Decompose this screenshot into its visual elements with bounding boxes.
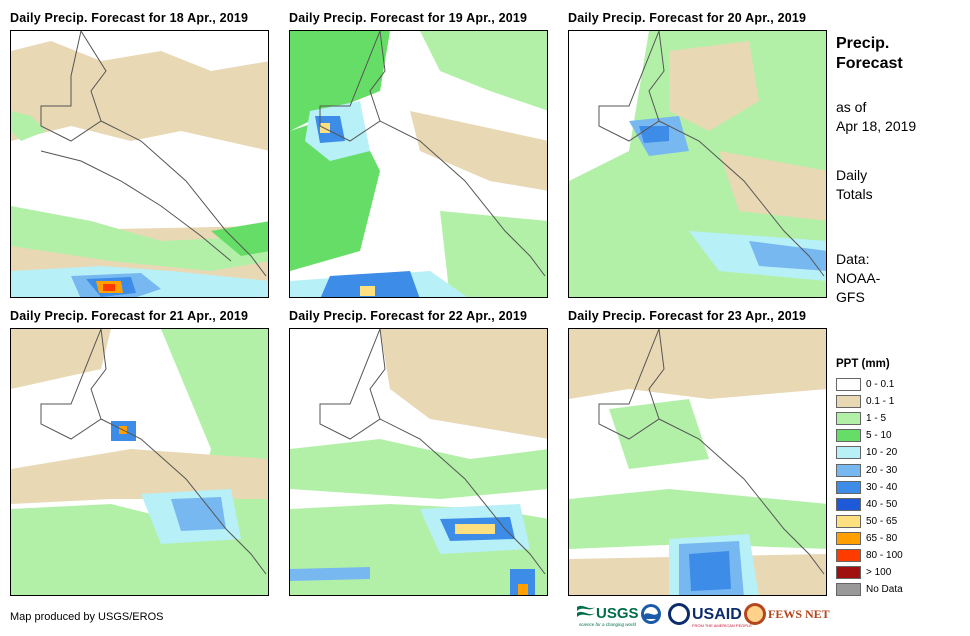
legend-row: 65 - 80	[836, 530, 903, 547]
panel-title-22-apr: Daily Precip. Forecast for 22 Apr., 2019	[289, 309, 527, 323]
legend-swatch	[836, 464, 861, 477]
legend-row: 80 - 100	[836, 547, 903, 564]
panel-title-21-apr: Daily Precip. Forecast for 21 Apr., 2019	[10, 309, 248, 323]
usgs-logo: USGS science for a changing world	[577, 605, 639, 627]
usaid-logo: USAID FROM THE AMERICAN PEOPLE	[668, 603, 752, 628]
legend-swatch	[836, 515, 861, 528]
side-title: Precip. Forecast	[836, 34, 903, 74]
precip-map-21-apr	[11, 329, 269, 596]
panel-title-23-apr: Daily Precip. Forecast for 23 Apr., 2019	[568, 309, 806, 323]
usaid-text: USAID	[692, 606, 742, 623]
precip-map-23-apr	[569, 329, 827, 596]
legend-label: 10 - 20	[866, 447, 897, 458]
side-title-line1: Precip.	[836, 34, 903, 54]
precip-map-19-apr	[290, 31, 548, 298]
legend-row: 10 - 20	[836, 444, 903, 461]
legend-row: 0.1 - 1	[836, 393, 903, 410]
map-19-apr	[289, 30, 548, 298]
legend-row: > 100	[836, 564, 903, 581]
daily-line2: Totals	[836, 185, 873, 204]
data-line1: Data:	[836, 250, 880, 269]
legend-swatch	[836, 498, 861, 511]
legend-label: 30 - 40	[866, 482, 897, 493]
map-22-apr	[289, 328, 548, 596]
legend-swatch	[836, 532, 861, 545]
legend-label: 20 - 30	[866, 465, 897, 476]
panel-title-18-apr: Daily Precip. Forecast for 18 Apr., 2019	[10, 11, 248, 25]
legend-swatch	[836, 446, 861, 459]
fews-net-logo: FEWS NET	[744, 603, 830, 625]
legend-row: 20 - 30	[836, 461, 903, 478]
fews-net-text: FEWS NET	[768, 607, 830, 621]
logos-svg: USGS science for a changing world USAID …	[575, 601, 830, 631]
map-credit: Map produced by USGS/EROS	[10, 611, 163, 623]
legend-row: 50 - 65	[836, 513, 903, 530]
usgs-tagline: science for a changing world	[579, 622, 637, 627]
legend-label: 5 - 10	[866, 430, 892, 441]
legend-label: No Data	[866, 584, 903, 595]
legend-swatch	[836, 429, 861, 442]
precip-map-20-apr	[569, 31, 827, 298]
side-title-line2: Forecast	[836, 54, 903, 74]
legend-swatch	[836, 566, 861, 579]
legend-label: 50 - 65	[866, 516, 897, 527]
agency-logos: USGS science for a changing world USAID …	[575, 601, 830, 631]
legend-swatch	[836, 412, 861, 425]
panel-title-19-apr: Daily Precip. Forecast for 19 Apr., 2019	[289, 11, 527, 25]
as-of-line1: as of	[836, 98, 916, 117]
map-23-apr	[568, 328, 827, 596]
legend-label: 65 - 80	[866, 533, 897, 544]
precip-map-22-apr	[290, 329, 548, 596]
legend-label: 1 - 5	[866, 413, 886, 424]
legend-swatch	[836, 583, 861, 596]
legend-row: 5 - 10	[836, 427, 903, 444]
daily-line1: Daily	[836, 166, 873, 185]
legend-label: 0 - 0.1	[866, 379, 894, 390]
as-of-line2: Apr 18, 2019	[836, 117, 916, 136]
map-20-apr	[568, 30, 827, 298]
data-line3: GFS	[836, 288, 880, 307]
legend-row: No Data	[836, 581, 903, 598]
legend-row: 40 - 50	[836, 496, 903, 513]
legend-swatch	[836, 481, 861, 494]
legend-row: 30 - 40	[836, 479, 903, 496]
noaa-logo	[641, 604, 661, 624]
legend-label: 0.1 - 1	[866, 396, 894, 407]
legend-swatch	[836, 549, 861, 562]
legend-label: > 100	[866, 567, 891, 578]
legend-label: 80 - 100	[866, 550, 903, 561]
panel-title-20-apr: Daily Precip. Forecast for 20 Apr., 2019	[568, 11, 806, 25]
ppt-legend: PPT (mm) 0 - 0.1 0.1 - 1 1 - 5 5 - 10 10…	[836, 358, 903, 598]
data-source: Data: NOAA- GFS	[836, 250, 880, 307]
legend-row: 1 - 5	[836, 410, 903, 427]
legend-label: 40 - 50	[866, 499, 897, 510]
legend-row: 0 - 0.1	[836, 376, 903, 393]
precip-map-18-apr	[11, 31, 269, 298]
usgs-text: USGS	[596, 605, 639, 622]
legend-title: PPT (mm)	[836, 358, 903, 370]
usaid-tagline: FROM THE AMERICAN PEOPLE	[692, 623, 752, 628]
legend-swatch	[836, 378, 861, 391]
map-18-apr	[10, 30, 269, 298]
data-line2: NOAA-	[836, 269, 880, 288]
legend-swatch	[836, 395, 861, 408]
map-21-apr	[10, 328, 269, 596]
as-of-date: as of Apr 18, 2019	[836, 98, 916, 136]
daily-totals: Daily Totals	[836, 166, 873, 204]
